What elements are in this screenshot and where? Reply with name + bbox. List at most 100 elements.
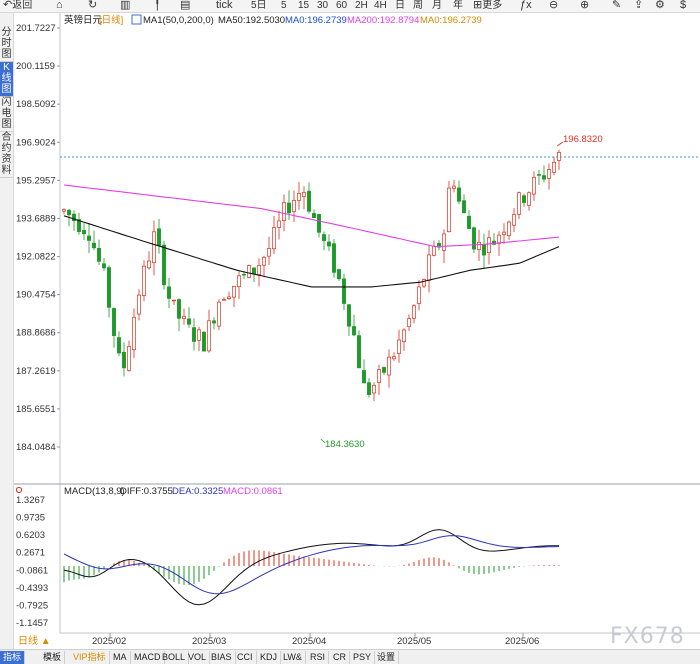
candle-up: [292, 199, 296, 213]
tab-settings[interactable]: 设置: [374, 651, 400, 664]
candle-up: [527, 192, 531, 206]
tab-cci[interactable]: CCI: [234, 651, 257, 664]
ma-toggle-icon[interactable]: [131, 14, 142, 25]
macd-settings-icon[interactable]: [15, 486, 23, 494]
ma200-label: MA200:192.8794: [347, 15, 419, 26]
price-tick-label: 188.8686: [16, 328, 56, 339]
candle-down: [77, 219, 81, 232]
period-30m[interactable]: 30: [317, 0, 329, 11]
candle-down: [362, 370, 366, 384]
currency-button[interactable]: $: [680, 0, 686, 13]
macd-tick-label: -1.1457: [16, 618, 48, 629]
tab-kline[interactable]: K线图: [0, 62, 13, 97]
period-flag[interactable]: 日线 ▲: [16, 636, 53, 648]
tab-bias[interactable]: BIAS: [208, 651, 236, 664]
settings-button[interactable]: ⚙: [655, 0, 665, 13]
home-button[interactable]: ⌂: [56, 0, 63, 13]
candle-up: [387, 356, 391, 376]
price-tick-label: 193.6889: [16, 213, 56, 224]
period-tag: [日线]: [99, 14, 123, 26]
candle-up: [417, 286, 421, 304]
period-4h[interactable]: 4H: [374, 0, 387, 11]
period-2h[interactable]: 2H: [355, 0, 368, 11]
candle-up: [152, 231, 156, 264]
macd-value: MACD:0.0861: [223, 486, 283, 497]
candle-up: [452, 185, 456, 189]
tab-contract-info[interactable]: 合约资料: [0, 132, 13, 178]
indicator-button[interactable]: ▥: [120, 0, 130, 13]
tab-flash[interactable]: 闪电图: [0, 97, 13, 132]
price-tick-label: 184.0484: [16, 442, 56, 453]
candle-up: [407, 318, 411, 328]
candle-up: [147, 260, 151, 269]
period-day[interactable]: 日: [395, 0, 405, 11]
tab-vol[interactable]: VOL: [185, 651, 211, 664]
tab-macd[interactable]: MACD: [131, 651, 165, 664]
refresh-button[interactable]: ↻: [88, 0, 97, 13]
chart-canvas[interactable]: 英镑日元 [日线] MA1(50,0,200,0) MA50:192.5030 …: [14, 13, 700, 649]
candle-down: [317, 214, 321, 233]
more-button[interactable]: ⊞更多: [473, 0, 503, 11]
kline-type-button[interactable]: ╿: [154, 0, 161, 13]
candle-down: [202, 331, 206, 352]
candle-up: [267, 248, 271, 257]
tab-rsi[interactable]: RSI: [307, 651, 330, 664]
candle-down: [107, 267, 111, 308]
back-button[interactable]: ↶返回: [3, 0, 33, 11]
candle-up: [132, 316, 136, 351]
zoom-icon: ▤: [180, 0, 191, 11]
date-tick-label: 2025/02: [92, 636, 126, 647]
zoom-in-icon: ⊕: [580, 0, 590, 11]
period-week[interactable]: 周: [413, 0, 423, 11]
candle-up: [172, 299, 176, 302]
candle-down: [102, 263, 106, 269]
candle-down: [342, 278, 346, 304]
ma0-label: MA0:196.2739: [285, 15, 347, 26]
ma1-label: MA1(50,0,200,0): [143, 15, 214, 26]
tab-kdj[interactable]: KDJ: [257, 651, 282, 664]
period-year[interactable]: 年: [453, 0, 463, 11]
share-button[interactable]: ⇪: [634, 0, 643, 13]
candle-up: [182, 315, 186, 319]
period-month[interactable]: 月: [432, 0, 442, 11]
tab-timeshare[interactable]: 分时图: [0, 27, 13, 62]
zoom-button[interactable]: ▤: [180, 0, 190, 13]
zoom-out-button[interactable]: ⊖: [549, 0, 558, 13]
tab-lwr[interactable]: LW&: [280, 651, 306, 664]
price-tick-label: 196.9024: [16, 137, 56, 148]
candle-up: [262, 256, 266, 266]
bar-chart-icon: ▥: [120, 0, 131, 11]
candle-down: [472, 227, 476, 250]
period-tick[interactable]: tick: [216, 0, 233, 11]
candle-up: [392, 356, 396, 360]
candle-down: [72, 213, 76, 221]
period-60m[interactable]: 60: [336, 0, 348, 11]
tab-psy[interactable]: PSY: [350, 651, 376, 664]
tab-vip-indicator[interactable]: VIP指标: [70, 651, 110, 664]
candle-up: [127, 346, 131, 371]
period-5d[interactable]: 5日: [251, 0, 267, 11]
zoom-in-button[interactable]: ⊕: [580, 0, 589, 13]
refresh-icon: ↻: [88, 0, 98, 11]
candle-down: [522, 195, 526, 203]
pencil-icon: ✎: [612, 0, 622, 11]
tab-boll[interactable]: BOLL: [159, 651, 190, 664]
tab-template[interactable]: 模板: [40, 651, 66, 664]
macd-tick-label: -0.7925: [16, 600, 48, 611]
candle-up: [447, 187, 451, 233]
function-button[interactable]: ƒx: [520, 0, 532, 13]
date-tick-label: 2025/05: [397, 636, 431, 647]
period-15m[interactable]: 15: [298, 0, 310, 11]
grid-icon: ⊞: [473, 0, 483, 11]
candle-up: [197, 329, 201, 341]
candle-up: [142, 265, 146, 296]
tab-indicator[interactable]: 指标: [0, 651, 26, 664]
tab-cr[interactable]: CR: [330, 651, 350, 664]
tab-ma[interactable]: MA: [110, 651, 131, 664]
candle-down: [212, 320, 216, 324]
candle-down: [167, 286, 171, 299]
period-5m[interactable]: 5: [281, 0, 287, 11]
kline-chart[interactable]: 英镑日元 [日线] MA1(50,0,200,0) MA50:192.5030 …: [14, 13, 700, 649]
draw-tool-button[interactable]: ✎: [612, 0, 621, 13]
candle-down: [187, 318, 191, 325]
